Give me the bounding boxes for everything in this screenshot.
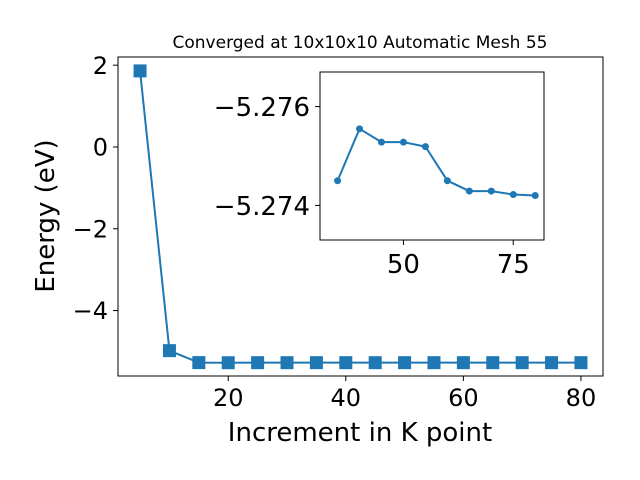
inset-data-point [399,138,407,146]
y-axis-label: Energy (eV) [31,139,61,292]
main-data-point [545,356,559,370]
main-data-point [515,356,529,370]
inset-series-line [336,127,536,197]
inset-data-point [443,177,451,185]
inset-data-point [487,187,495,195]
main-y-ticks: 2 0 −2 −4 [73,52,118,325]
main-data-point [456,356,470,370]
main-data-point [280,356,294,370]
main-plot-frame [117,56,604,377]
inset-y-tick-label: −5.276 [214,93,310,123]
inset-data-point [334,177,342,185]
inset-x-tick-label: 50 [387,250,420,280]
inset-data-point [465,187,473,195]
main-axes: Converged at 10x10x10 Automatic Mesh 55 … [31,33,604,448]
x-axis-label: Increment in K point [228,418,492,448]
inset-data-point [531,192,539,200]
inset-y-ticks: −5.276 −5.274 [214,93,320,222]
main-data-point [486,356,500,370]
main-data-point [574,356,588,370]
inset-data-point [356,125,364,133]
main-data-point [192,356,206,370]
main-x-tick-label: 80 [566,384,597,412]
inset-plot-frame [319,71,545,241]
main-data-point [162,344,176,358]
main-y-tick-label: −2 [73,215,108,243]
main-x-tick-label: 40 [331,384,362,412]
main-data-point [368,356,382,370]
inset-x-tick-label: 75 [497,250,530,280]
main-series [133,64,588,370]
chart-title: Converged at 10x10x10 Automatic Mesh 55 [173,33,548,53]
main-data-point [309,356,323,370]
main-x-tick-label: 20 [213,384,244,412]
inset-axes: 50 75 −5.276 −5.274 [214,71,545,280]
inset-series [334,125,539,200]
main-y-tick-label: −4 [73,297,108,325]
main-y-tick-label: 2 [93,52,108,80]
inset-data-point [377,138,385,146]
inset-data-point [421,143,429,151]
main-data-point [427,356,441,370]
main-data-point [221,356,235,370]
main-y-tick-label: 0 [93,134,108,162]
inset-data-point [509,191,517,199]
inset-y-tick-label: −5.274 [214,192,310,222]
main-data-point [133,64,147,78]
main-series-line [139,70,581,364]
main-x-tick-label: 60 [448,384,479,412]
main-data-point [398,356,412,370]
main-x-ticks: 20 40 60 80 [213,376,596,412]
inset-x-ticks: 50 75 [387,240,530,280]
main-data-point [251,356,265,370]
main-data-point [339,356,353,370]
